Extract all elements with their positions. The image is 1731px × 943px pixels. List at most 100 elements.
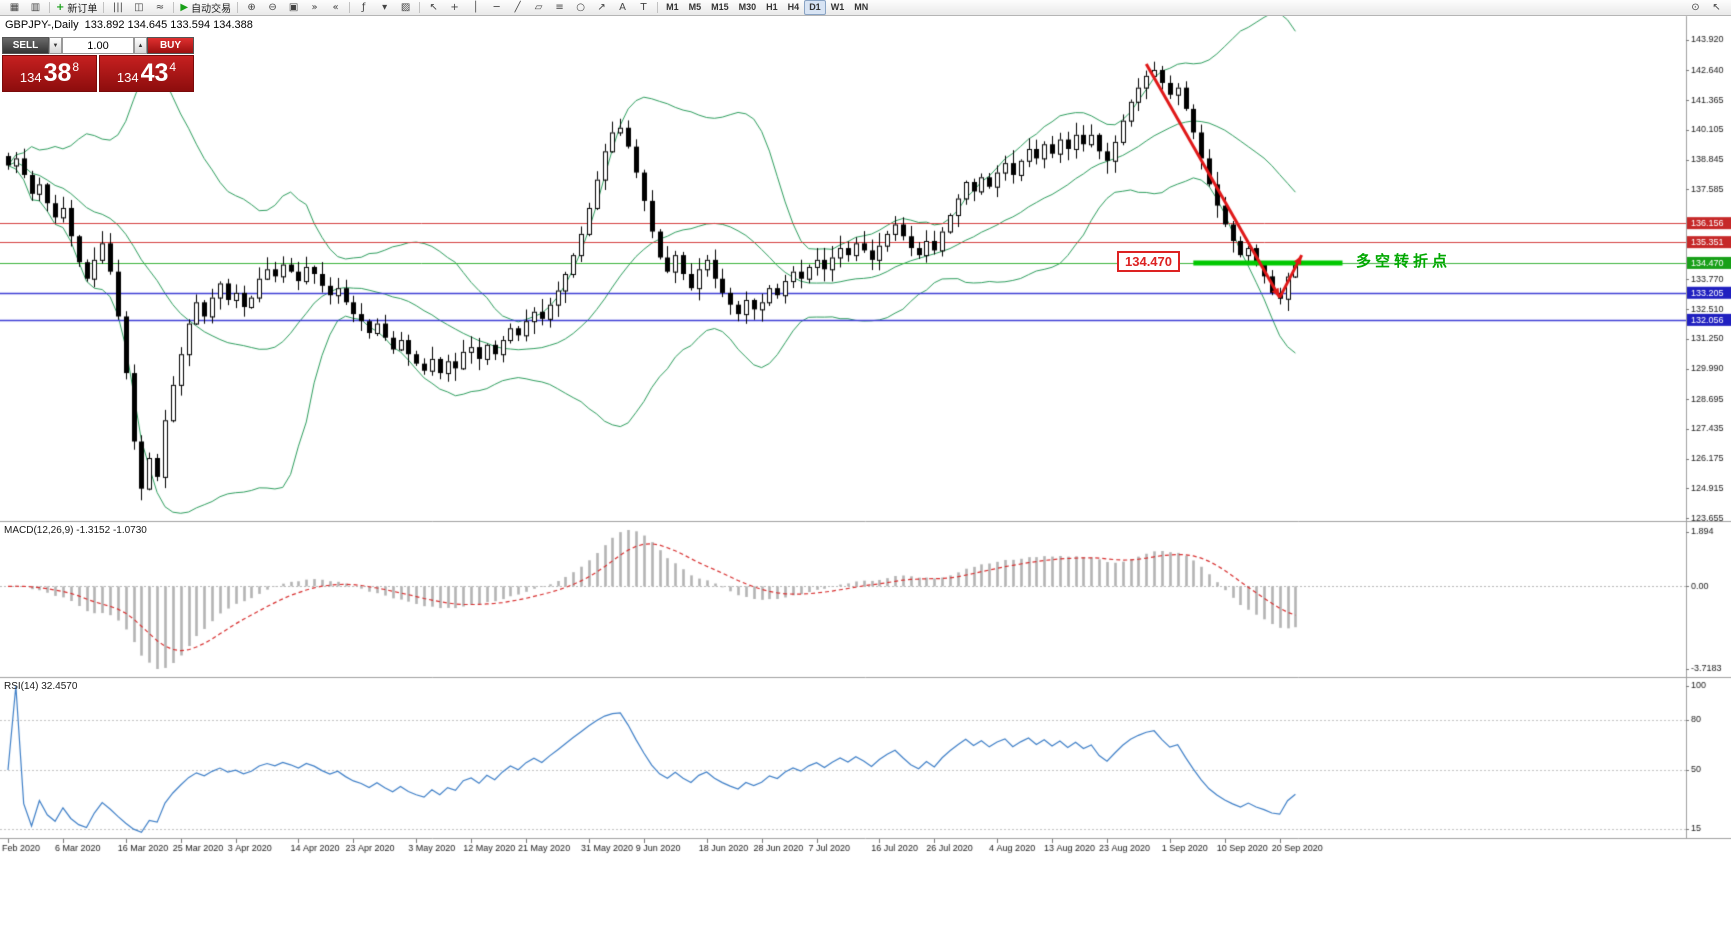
tf-w1-button[interactable]: W1	[830, 2, 845, 12]
crosshair-icon[interactable]: +	[444, 1, 465, 15]
tf-mn-button[interactable]: MN	[854, 2, 869, 12]
search-icon: ⊙	[1691, 1, 1700, 13]
sell-price-pipette: 8	[72, 59, 80, 74]
volume-increase-button[interactable]: ▲	[134, 37, 147, 54]
zoom-in-icon[interactable]: ⊕	[241, 1, 262, 15]
arrows-icon[interactable]: ↗	[591, 1, 612, 15]
spin-up-icon: ▲	[137, 42, 144, 49]
trendline-icon[interactable]: ╱	[507, 1, 528, 15]
fibonacci-icon[interactable]: ≡	[549, 1, 570, 15]
timeframes-menu-icon: ▾	[382, 1, 388, 13]
new-order-button[interactable]: + 新订单	[53, 1, 100, 16]
arrows-icon: ↗	[597, 1, 606, 13]
horizontal-line-icon: ─	[493, 1, 500, 13]
new-chart-icon[interactable]: ▦	[4, 1, 25, 15]
bar-chart-icon: |||	[112, 1, 123, 13]
sell-price-box[interactable]: 134 38 8	[2, 55, 97, 92]
chart-profiles-icon: ▥	[30, 1, 41, 13]
horizontal-line-icon[interactable]: ─	[486, 1, 507, 15]
search-icon[interactable]: ⊙	[1685, 1, 1706, 15]
autotrading-icon: ▶	[180, 1, 189, 13]
bar-chart-icon[interactable]: |||	[107, 1, 128, 15]
buy-price-pips: 43	[140, 59, 169, 87]
cursor-icon[interactable]: ↖	[423, 1, 444, 15]
zoom-out-icon: ⊖	[268, 1, 277, 13]
text-icon[interactable]: A	[612, 1, 633, 15]
tf-d1-button[interactable]: D1	[804, 0, 826, 15]
rsi-indicator-label: RSI(14) 32.4570	[4, 681, 78, 692]
new-order-button-label: 新订单	[67, 4, 98, 15]
auto-scroll-icon: »	[311, 1, 318, 13]
indicators-icon: ƒ	[361, 1, 366, 13]
toolbar-separator	[103, 2, 105, 13]
symbol-ohlc-label: GBPJPY-,Daily 133.892 134.645 133.594 13…	[5, 19, 253, 31]
toolbar-separator	[237, 2, 239, 13]
pointer-icon[interactable]: ↖	[1706, 1, 1727, 15]
vertical-line-icon[interactable]: │	[465, 1, 486, 15]
text-label-icon: T	[640, 1, 647, 13]
zoom-out-icon[interactable]: ⊖	[262, 1, 283, 15]
indicators-icon[interactable]: ƒ	[353, 1, 374, 15]
toolbar-separator	[349, 2, 351, 13]
sell-price-big-figure: 134	[19, 70, 42, 85]
new-order-icon: +	[56, 1, 65, 13]
channel-icon[interactable]: ▱	[528, 1, 549, 15]
new-chart-icon: ▦	[9, 1, 20, 13]
auto-scroll-icon[interactable]: »	[304, 1, 325, 15]
turning-point-note[interactable]: 多空转折点	[1356, 253, 1452, 270]
tf-m1-button[interactable]: M1	[666, 2, 679, 12]
chart-shift-icon: «	[332, 1, 339, 13]
sell-price-pips: 38	[43, 59, 72, 87]
shapes-icon[interactable]: ○	[570, 1, 591, 15]
price-alert-box[interactable]: 134.470	[1117, 251, 1180, 272]
one-click-trading-panel: SELL ▼ ▲ BUY 134 38 8 134 43 4	[2, 37, 194, 92]
chart-profiles-icon[interactable]: ▥	[25, 1, 46, 15]
order-controls-row: SELL ▼ ▲ BUY	[2, 37, 194, 54]
trendline-icon: ╱	[514, 1, 521, 13]
toolbar-separator	[49, 2, 50, 13]
line-chart-icon: ≈	[155, 1, 165, 13]
toolbar: ▦ ▥ + 新订单 ||| ◫ ≈ ▶ 自动交易 ⊕ ⊖ ▣» «ƒ ▾ ▨ ↖ + │ ─ ╱ ▱ ≡ ○ ↗ A T M1 M5 M…	[0, 0, 1731, 16]
tf-m5-button[interactable]: M5	[688, 2, 702, 12]
spin-down-icon: ▼	[52, 42, 59, 49]
tf-m15-button[interactable]: M15	[711, 2, 729, 12]
bid-ask-prices: 134 38 8 134 43 4	[2, 55, 194, 92]
crosshair-icon: +	[450, 1, 459, 13]
buy-price-box[interactable]: 134 43 4	[99, 55, 194, 92]
templates-icon: ▨	[400, 1, 411, 13]
text-icon: A	[619, 1, 627, 13]
chart-shift-icon[interactable]: «	[325, 1, 346, 15]
candlestick-chart-icon: ◫	[134, 1, 144, 13]
toolbar-separator	[657, 2, 659, 13]
pointer-icon: ↖	[1712, 1, 1721, 13]
channel-icon: ▱	[534, 1, 543, 13]
fibonacci-icon: ≡	[555, 1, 564, 13]
vertical-line-icon: │	[472, 1, 479, 13]
sell-button[interactable]: SELL	[2, 37, 49, 54]
toolbar-separator	[173, 2, 175, 13]
autotrading-button[interactable]: ▶ 自动交易	[177, 1, 234, 16]
shapes-icon: ○	[576, 1, 585, 13]
tf-h1-button[interactable]: H1	[766, 2, 778, 12]
timeframes-menu-icon[interactable]: ▾	[374, 1, 395, 15]
buy-button[interactable]: BUY	[147, 37, 194, 54]
tf-m30-button[interactable]: M30	[738, 2, 757, 12]
tile-windows-icon: ▣	[288, 1, 299, 13]
tf-h4-button[interactable]: H4	[787, 2, 800, 12]
line-chart-icon[interactable]: ≈	[149, 1, 170, 15]
volume-decrease-button[interactable]: ▼	[49, 37, 62, 54]
volume-input[interactable]	[62, 37, 134, 54]
buy-price-pipette: 4	[169, 59, 177, 74]
tile-windows-icon[interactable]: ▣	[283, 1, 304, 15]
candlestick-chart-icon[interactable]: ◫	[128, 1, 149, 15]
macd-indicator-label: MACD(12,26,9) -1.3152 -1.0730	[4, 525, 147, 536]
zoom-in-icon: ⊕	[247, 1, 256, 13]
buy-price-big-figure: 134	[116, 70, 139, 85]
templates-icon[interactable]: ▨	[395, 1, 416, 15]
autotrading-button-label: 自动交易	[191, 4, 232, 15]
text-label-icon[interactable]: T	[633, 1, 654, 15]
cursor-icon: ↖	[429, 1, 438, 13]
toolbar-separator	[419, 2, 421, 13]
